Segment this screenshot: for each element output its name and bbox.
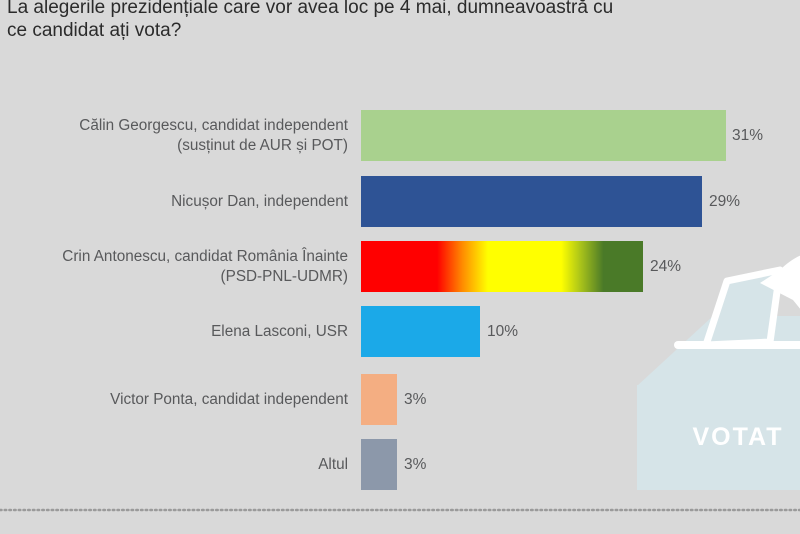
svg-text:VOTAT: VOTAT (692, 423, 783, 451)
